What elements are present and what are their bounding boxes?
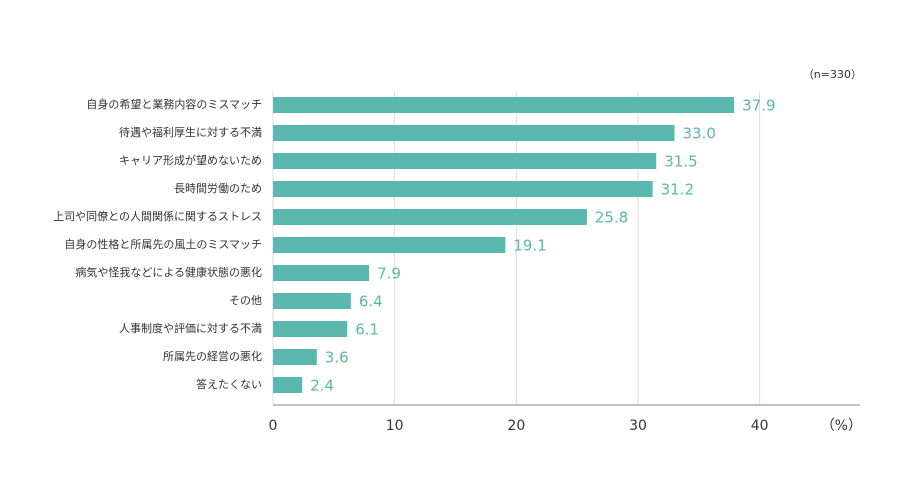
value-label: 19.1 bbox=[513, 237, 546, 255]
bar bbox=[273, 377, 303, 393]
bar bbox=[273, 181, 653, 197]
bar bbox=[273, 125, 675, 141]
category-label: 自身の希望と業務内容のミスマッチ bbox=[86, 97, 262, 111]
category-label: 所属先の経営の悪化 bbox=[163, 349, 262, 363]
category-label: 待遇や福利厚生に対する不満 bbox=[119, 125, 262, 139]
value-label: 7.9 bbox=[377, 265, 401, 283]
value-label: 6.1 bbox=[355, 321, 379, 339]
value-label: 25.8 bbox=[595, 209, 628, 227]
x-tick-label: 0 bbox=[269, 418, 278, 434]
x-tick-label: 10 bbox=[386, 418, 404, 434]
x-tick-label: 40 bbox=[751, 418, 769, 434]
bar bbox=[273, 97, 735, 113]
bar bbox=[273, 349, 317, 365]
category-label: その他 bbox=[229, 294, 262, 307]
value-label: 37.9 bbox=[742, 97, 775, 115]
bar bbox=[273, 153, 657, 169]
bar bbox=[273, 293, 351, 309]
category-label: 自身の性格と所属先の風土のミスマッチ bbox=[64, 237, 262, 251]
value-label: 31.2 bbox=[661, 181, 694, 199]
value-label: 2.4 bbox=[310, 377, 334, 395]
category-label: 答えたくない bbox=[196, 377, 262, 391]
category-label: キャリア形成が望めないため bbox=[119, 153, 262, 167]
bar bbox=[273, 237, 506, 253]
category-label: 上司や同僚との人間関係に関するストレス bbox=[53, 210, 262, 223]
value-label: 6.4 bbox=[359, 293, 383, 311]
category-label: 人事制度や評価に対する不満 bbox=[119, 321, 262, 335]
bar bbox=[273, 265, 370, 281]
value-label: 31.5 bbox=[664, 153, 697, 171]
value-label: 33.0 bbox=[683, 125, 716, 143]
unit-label: （%） bbox=[821, 418, 862, 434]
bar bbox=[273, 209, 587, 225]
category-label: 病気や怪我などによる健康状態の悪化 bbox=[75, 265, 262, 279]
x-tick-label: 30 bbox=[629, 418, 647, 434]
bar bbox=[273, 321, 348, 337]
value-label: 3.6 bbox=[325, 349, 349, 367]
sample-note: （n=330） bbox=[803, 68, 862, 81]
category-label: 長時間労働のため bbox=[174, 181, 262, 195]
x-tick-label: 20 bbox=[507, 418, 525, 434]
